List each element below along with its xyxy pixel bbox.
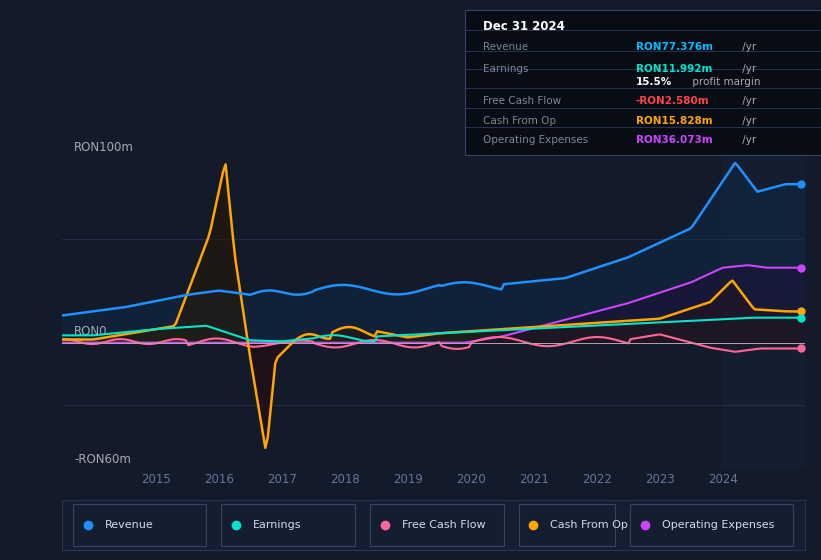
Text: Operating Expenses: Operating Expenses [483,136,588,146]
Text: RON0: RON0 [74,325,108,338]
Text: /yr: /yr [739,96,756,106]
Text: RON77.376m: RON77.376m [636,42,713,52]
Text: RON100m: RON100m [74,141,134,153]
Text: -RON60m: -RON60m [74,452,131,465]
Text: Free Cash Flow: Free Cash Flow [483,96,561,106]
Text: /yr: /yr [739,116,756,126]
Text: /yr: /yr [739,64,756,74]
Text: RON15.828m: RON15.828m [636,116,713,126]
Text: Revenue: Revenue [104,520,154,530]
Text: Earnings: Earnings [483,64,528,74]
Text: RON36.073m: RON36.073m [636,136,713,146]
Text: Cash From Op: Cash From Op [550,520,628,530]
Text: profit margin: profit margin [690,77,761,87]
Bar [722,134,805,468]
Text: 15.5%: 15.5% [636,77,672,87]
Text: Operating Expenses: Operating Expenses [662,520,774,530]
Text: Dec 31 2024: Dec 31 2024 [483,20,565,33]
Text: Free Cash Flow: Free Cash Flow [401,520,485,530]
Text: /yr: /yr [739,136,756,146]
Text: RON11.992m: RON11.992m [636,64,713,74]
Text: /yr: /yr [739,42,756,52]
Text: Cash From Op: Cash From Op [483,116,556,126]
Text: Earnings: Earnings [253,520,302,530]
Text: -RON2.580m: -RON2.580m [636,96,709,106]
Text: Revenue: Revenue [483,42,528,52]
